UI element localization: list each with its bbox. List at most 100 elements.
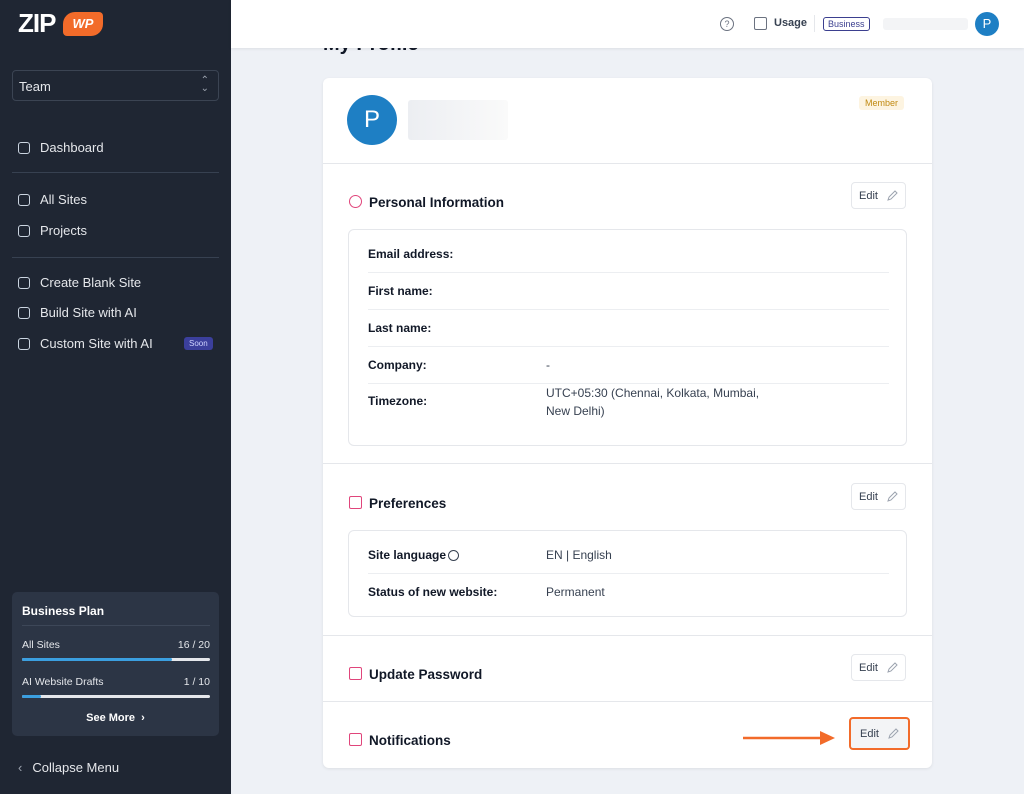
field-value: - bbox=[546, 358, 550, 372]
divider bbox=[12, 257, 219, 258]
collapse-label: Collapse Menu bbox=[32, 760, 120, 775]
info-icon bbox=[448, 550, 459, 561]
row-divider bbox=[368, 346, 889, 347]
field-label: First name: bbox=[368, 284, 433, 298]
divider bbox=[323, 163, 932, 164]
icon bbox=[18, 306, 30, 319]
soon-badge: Soon bbox=[184, 337, 213, 350]
field-label: Last name: bbox=[368, 321, 432, 335]
arrow bbox=[743, 731, 835, 745]
nav-label: Custom Site with AI bbox=[40, 336, 153, 351]
field-value: UTC+05:30 (Chennai, Kolkata, Mumbai, New… bbox=[546, 386, 760, 418]
team-select[interactable]: Team ⌃ ⌄ bbox=[12, 70, 219, 101]
nav-label: Projects bbox=[40, 223, 87, 238]
edit-label: Edit bbox=[859, 661, 878, 674]
collapse-menu[interactable]: ‹ Collapse Menu bbox=[18, 760, 119, 775]
section-title: Notifications bbox=[369, 733, 451, 748]
nav-item[interactable]: Projects bbox=[18, 223, 87, 238]
edit-button[interactable]: Edit bbox=[851, 483, 906, 510]
nav-label: Create Blank Site bbox=[40, 275, 142, 290]
top-bar: ? Usage Business P bbox=[231, 0, 1024, 48]
user-avatar[interactable]: P bbox=[975, 12, 999, 36]
profile-avatar: P bbox=[347, 95, 397, 145]
plan-box: Business Plan All Sites 16 / 20 AI Website… bbox=[12, 592, 219, 736]
section-title: Preferences bbox=[369, 496, 447, 511]
see-more-label: See More bbox=[86, 712, 136, 724]
section-icon bbox=[349, 667, 362, 680]
row-divider bbox=[368, 383, 889, 384]
field-label: Email address: bbox=[368, 247, 454, 261]
blurred-name bbox=[408, 100, 508, 140]
info-box: Email address: First name: Last name: Compa… bbox=[348, 229, 907, 446]
edit-label: Edit bbox=[859, 490, 878, 503]
row-divider bbox=[368, 309, 889, 310]
nav-label: All Sites bbox=[40, 192, 87, 207]
usage-track bbox=[22, 695, 210, 698]
usage-bar bbox=[22, 658, 173, 661]
section-icon bbox=[349, 496, 362, 509]
team-label: Team bbox=[19, 79, 51, 94]
pencil-icon bbox=[888, 727, 899, 739]
section-title: Update Password bbox=[369, 667, 483, 682]
logo-badge: WP bbox=[63, 12, 103, 36]
edit-label: Edit bbox=[860, 727, 879, 740]
nav-item[interactable]: Build Site with AI bbox=[18, 305, 137, 320]
nav-label: Build Site with AI bbox=[40, 305, 137, 320]
profile-card: P Member Personal Information Edit Email a… bbox=[323, 78, 932, 768]
icon bbox=[18, 193, 30, 206]
icon bbox=[18, 337, 30, 350]
nav-item[interactable]: Create Blank Site bbox=[18, 275, 141, 290]
row-divider bbox=[368, 573, 889, 574]
info-box: Site language EN | English Status of new w… bbox=[348, 530, 907, 617]
see-more[interactable]: See More › bbox=[86, 712, 145, 724]
divider bbox=[22, 625, 210, 626]
usage-count: 1 / 10 bbox=[183, 676, 210, 688]
edit-button[interactable]: Edit bbox=[851, 182, 906, 209]
sidebar: ZIP WP Team ⌃ ⌄ Dashboard All Sites Project… bbox=[0, 0, 231, 794]
blurred-name bbox=[883, 18, 968, 30]
usage-count: 16 / 20 bbox=[177, 639, 210, 651]
nav-item[interactable]: Dashboard bbox=[18, 140, 104, 155]
usage-label: AI Website Drafts bbox=[22, 676, 104, 688]
field-label: Company: bbox=[368, 358, 427, 372]
field-value: Permanent bbox=[546, 585, 605, 599]
field-label: Timezone: bbox=[368, 394, 428, 408]
divider bbox=[323, 463, 932, 464]
usage-track bbox=[22, 658, 210, 661]
divider bbox=[323, 701, 932, 702]
section-title: Personal Information bbox=[369, 195, 505, 210]
usage-label: All Sites bbox=[22, 639, 60, 651]
icon bbox=[18, 276, 30, 289]
pencil-icon bbox=[887, 490, 898, 502]
nav-label: Dashboard bbox=[40, 140, 104, 155]
usage-bar bbox=[22, 695, 41, 698]
usage-link[interactable]: Usage bbox=[774, 17, 808, 29]
divider bbox=[323, 635, 932, 636]
edit-label: Edit bbox=[859, 189, 878, 202]
divider bbox=[814, 15, 815, 32]
help-icon[interactable]: ? bbox=[720, 17, 734, 31]
section-icon bbox=[349, 733, 362, 746]
usage-icon bbox=[754, 17, 767, 30]
nav-item[interactable]: All Sites bbox=[18, 192, 87, 207]
row-divider bbox=[368, 272, 889, 273]
section-icon bbox=[349, 195, 362, 208]
pencil-icon bbox=[887, 189, 898, 201]
chevron: ⌃ ⌄ bbox=[200, 75, 209, 94]
plan-badge: Business bbox=[823, 17, 870, 31]
field-label: Site language bbox=[368, 548, 447, 562]
field-label: Status of new website: bbox=[368, 585, 498, 599]
nav-item[interactable]: Custom Site with AI Soon bbox=[18, 336, 213, 351]
pencil-icon bbox=[887, 661, 898, 673]
logo[interactable]: ZIP bbox=[18, 8, 56, 38]
field-value: EN | English bbox=[546, 548, 612, 562]
role-badge: Member bbox=[859, 96, 905, 110]
divider bbox=[12, 172, 219, 173]
icon bbox=[18, 141, 30, 154]
icon: ‹ bbox=[18, 760, 23, 775]
plan-title: Business Plan bbox=[22, 604, 105, 618]
icon bbox=[18, 224, 30, 237]
edit-button[interactable]: Edit bbox=[849, 717, 910, 750]
edit-button[interactable]: Edit bbox=[851, 654, 906, 681]
